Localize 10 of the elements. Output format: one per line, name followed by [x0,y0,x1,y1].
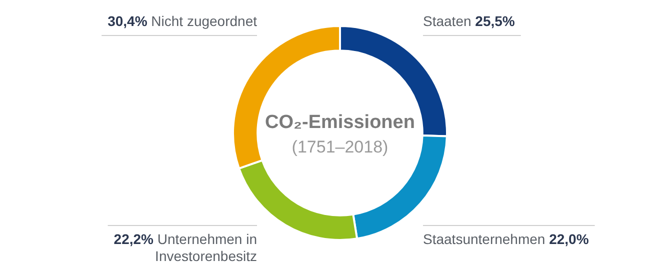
data-label: 25,5% [475,12,516,29]
data-label: 30,4% [108,12,148,29]
text: CO₂-Emissionen [265,112,415,134]
data-label: 22,0% [549,230,590,247]
data-label: 22,2% [114,230,154,247]
slice-label: Staaten [423,12,472,29]
slice-label: Unternehmen in Investorenbesitz [155,230,258,264]
text: (1751–2018) [292,138,388,157]
slice-label: Nicht zugeordnet [151,12,258,29]
slice-label: Staatsunternehmen [423,230,546,247]
